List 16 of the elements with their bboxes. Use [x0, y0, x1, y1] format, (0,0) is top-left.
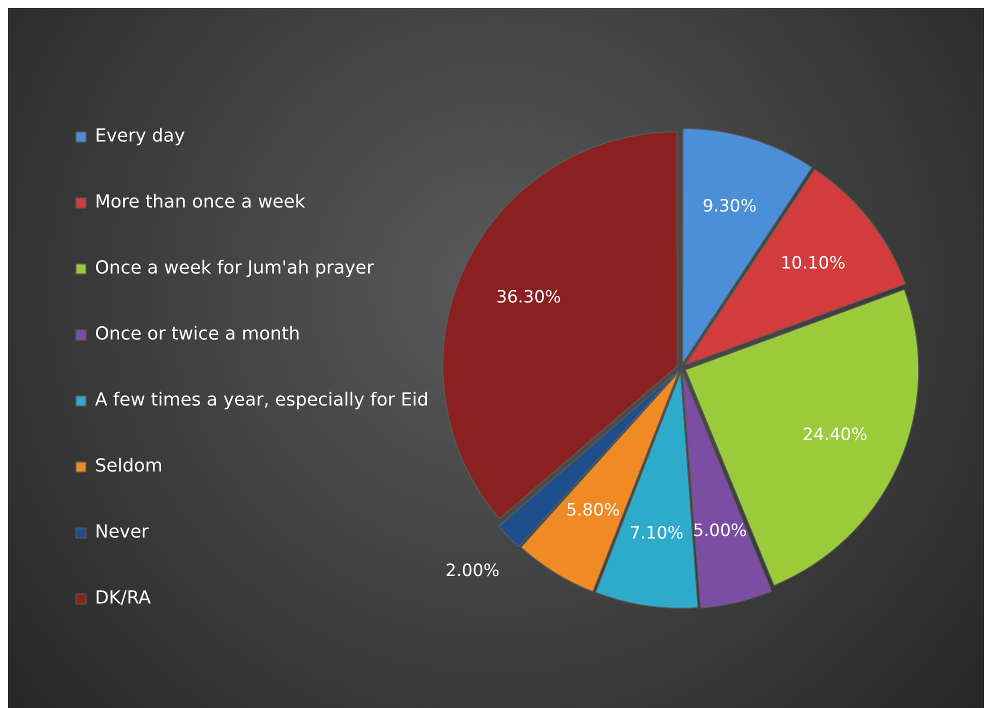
- data-label: 5.00%: [692, 520, 747, 541]
- legend-label: Seldom: [95, 456, 162, 477]
- legend-label: More than once a week: [95, 192, 306, 213]
- legend-label: Once a week for Jum'ah prayer: [95, 258, 374, 279]
- legend-label: Never: [95, 522, 150, 543]
- data-label: 7.10%: [630, 524, 684, 544]
- data-label: 5.80%: [566, 500, 620, 520]
- data-label: 9.30%: [702, 196, 757, 217]
- data-label: 24.40%: [802, 425, 868, 446]
- data-label: 2.00%: [446, 560, 500, 581]
- data-label: 10.10%: [780, 253, 846, 274]
- legend-label: Once or twice a month: [95, 324, 300, 345]
- legend-label: DK/RA: [95, 588, 152, 609]
- legend-label: Every day: [95, 126, 186, 147]
- data-label: 36.30%: [496, 287, 562, 308]
- legend-label: A few times a year, especially for Eid: [95, 390, 429, 411]
